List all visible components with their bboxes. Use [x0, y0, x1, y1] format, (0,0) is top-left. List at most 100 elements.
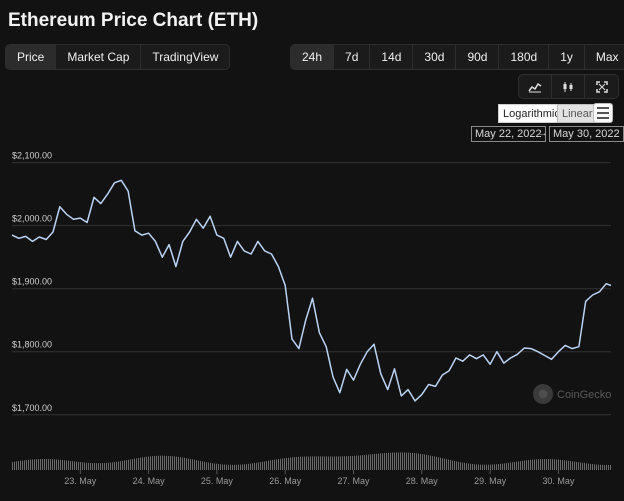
volume-bar: [332, 456, 333, 470]
volume-bar: [362, 455, 363, 470]
volume-bar: [424, 454, 425, 470]
volume-bar: [278, 459, 279, 470]
volume-bar: [48, 459, 49, 470]
volume-bar: [74, 461, 75, 470]
volume-bar: [54, 459, 55, 470]
volume-bar: [594, 464, 595, 470]
volume-bar: [168, 455, 169, 470]
volume-bar: [162, 455, 163, 470]
volume-bar: [228, 464, 229, 470]
volume-bar: [214, 463, 215, 470]
volume-bar: [490, 464, 491, 470]
volume-bar: [58, 459, 59, 470]
volume-bar: [40, 459, 41, 470]
volume-bar: [186, 458, 187, 470]
volume-bar: [506, 463, 507, 470]
volume-bar: [358, 455, 359, 470]
volume-bar: [200, 460, 201, 470]
volume-bar: [394, 452, 395, 470]
volume-bar: [256, 462, 257, 470]
volume-bar: [212, 463, 213, 470]
y-tick-label: $2,000.00: [12, 214, 52, 224]
volume-bar: [468, 463, 469, 470]
volume-bar: [452, 460, 453, 470]
x-tick-label: 29. May: [474, 476, 507, 486]
volume-bar: [276, 459, 277, 470]
volume-bar: [530, 459, 531, 470]
date-to-input[interactable]: May 30, 2022: [549, 126, 624, 142]
volume-bar: [346, 456, 347, 470]
volume-bar: [450, 460, 451, 470]
volume-bar: [408, 452, 409, 470]
volume-bar: [406, 452, 407, 470]
tab-market-cap[interactable]: Market Cap: [56, 45, 142, 69]
volume-bar: [112, 462, 113, 470]
volume-bar: [372, 454, 373, 470]
range-24h[interactable]: 24h: [291, 45, 335, 69]
volume-bar: [196, 460, 197, 470]
volume-bar: [448, 459, 449, 470]
y-tick-label: $1,700.00: [12, 403, 52, 413]
volume-bar: [474, 464, 475, 470]
volume-bar: [354, 455, 355, 470]
volume-bar: [318, 456, 319, 470]
range-90d[interactable]: 90d: [456, 45, 500, 69]
range-180d[interactable]: 180d: [499, 45, 550, 69]
range-14d[interactable]: 14d: [370, 45, 414, 69]
volume-bar: [114, 462, 115, 470]
volume-bar: [304, 456, 305, 470]
volume-bar: [146, 456, 147, 470]
volume-bar: [572, 461, 573, 470]
volume-bar: [288, 457, 289, 470]
x-tick-label: 27. May: [337, 476, 370, 486]
volume-bar: [66, 460, 67, 470]
volume-bar: [432, 455, 433, 470]
volume-bar: [286, 457, 287, 470]
volume-bar: [578, 462, 579, 470]
volume-bar: [296, 456, 297, 470]
tab-tradingview[interactable]: TradingView: [152, 50, 219, 64]
volume-bar: [184, 457, 185, 470]
volume-bar: [260, 462, 261, 470]
volume-bar: [374, 453, 375, 470]
tab-price[interactable]: Price: [6, 45, 57, 69]
x-tick-label: 26. May: [269, 476, 302, 486]
volume-bar: [368, 454, 369, 470]
volume-bar: [544, 459, 545, 470]
volume-bar: [324, 456, 325, 470]
range-30d[interactable]: 30d: [413, 45, 457, 69]
volume-bar: [294, 457, 295, 470]
volume-bar: [56, 459, 57, 470]
volume-bar: [266, 461, 267, 470]
range-1y[interactable]: 1y: [549, 45, 585, 69]
volume-bar: [586, 463, 587, 470]
line-chart-icon[interactable]: [519, 75, 552, 98]
chart-menu-button[interactable]: [593, 103, 613, 123]
volume-bar: [90, 462, 91, 470]
volume-bar: [250, 463, 251, 470]
volume-bar: [380, 453, 381, 470]
volume-bar: [608, 464, 609, 470]
linear-scale-button[interactable]: Linear: [557, 104, 598, 123]
volume-bar: [488, 464, 489, 470]
range-max[interactable]: Max: [595, 50, 619, 64]
volume-bar: [426, 454, 427, 470]
fullscreen-icon[interactable]: [585, 75, 618, 98]
volume-bar: [170, 456, 171, 470]
candlestick-icon[interactable]: [552, 75, 585, 98]
date-from-input[interactable]: May 22, 2022: [471, 126, 546, 142]
volume-bar: [128, 459, 129, 470]
logarithmic-scale-button[interactable]: Logarithmic: [498, 104, 565, 123]
volume-bar: [166, 455, 167, 470]
volume-bar: [562, 460, 563, 470]
volume-bar: [76, 461, 77, 470]
chart-grid: [12, 162, 611, 416]
volume-bar: [218, 463, 219, 470]
chart-type-toggles: [518, 74, 619, 99]
volume-bar: [262, 461, 263, 470]
range-7d[interactable]: 7d: [334, 45, 371, 69]
volume-bar: [132, 459, 133, 470]
volume-bar: [144, 457, 145, 470]
volume-bar: [538, 459, 539, 470]
volume-bar: [140, 457, 141, 470]
